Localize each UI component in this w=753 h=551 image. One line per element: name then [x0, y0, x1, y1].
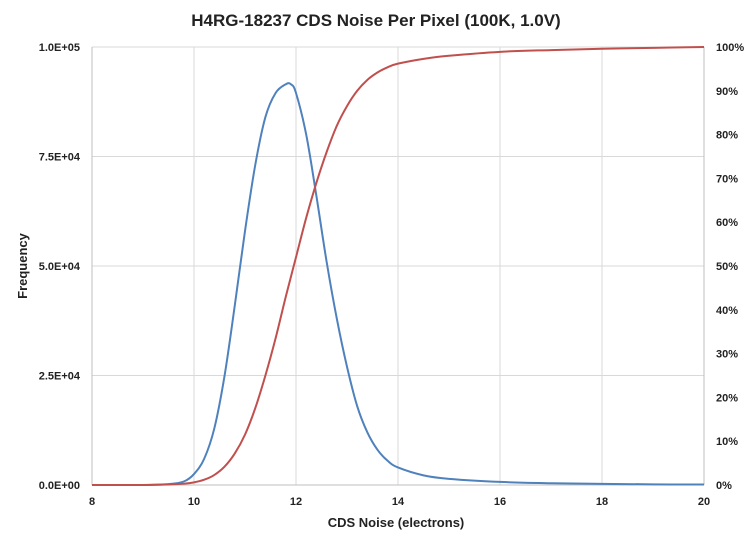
- x-axis-label: CDS Noise (electrons): [328, 515, 465, 530]
- x-tick-label: 8: [89, 496, 95, 508]
- series-lines: [91, 46, 705, 487]
- tick-labels: 8 10 12 14 16 18 20 0.0E+00 2.5E+04 5.0E+04 7.5E+0…: [39, 42, 745, 508]
- gridlines: [91, 46, 705, 486]
- y2-tick-label: 10%: [716, 436, 738, 448]
- y2-tick-label: 100%: [716, 42, 744, 54]
- y2-tick-label: 60%: [716, 217, 738, 229]
- x-tick-label: 16: [494, 496, 506, 508]
- y-tick-label: 7.5E+04: [39, 152, 81, 164]
- y-tick-label: 5.0E+04: [39, 261, 81, 273]
- y2-tick-label: 0%: [716, 480, 732, 492]
- x-tick-label: 12: [290, 496, 302, 508]
- y2-tick-label: 30%: [716, 349, 738, 361]
- cumulative-percent-line: [91, 46, 705, 487]
- y-tick-label: 0.0E+00: [39, 480, 80, 492]
- y2-tick-label: 50%: [716, 261, 738, 273]
- frequency-histogram-line: [91, 82, 705, 487]
- y-tick-label: 2.5E+04: [39, 371, 81, 383]
- chart-title: H4RG-18237 CDS Noise Per Pixel (100K, 1.…: [191, 11, 560, 30]
- x-tick-label: 10: [188, 496, 200, 508]
- y2-tick-label: 70%: [716, 173, 738, 185]
- x-tick-label: 18: [596, 496, 608, 508]
- y-axis-label: Frequency: [15, 232, 30, 299]
- y2-tick-label: 90%: [716, 86, 738, 98]
- y2-tick-label: 40%: [716, 305, 738, 317]
- y-tick-label: 1.0E+05: [39, 42, 80, 54]
- y2-tick-label: 20%: [716, 392, 738, 404]
- x-tick-label: 14: [392, 496, 405, 508]
- y2-tick-label: 80%: [716, 130, 738, 142]
- x-tick-label: 20: [698, 496, 710, 508]
- axes: [91, 47, 705, 486]
